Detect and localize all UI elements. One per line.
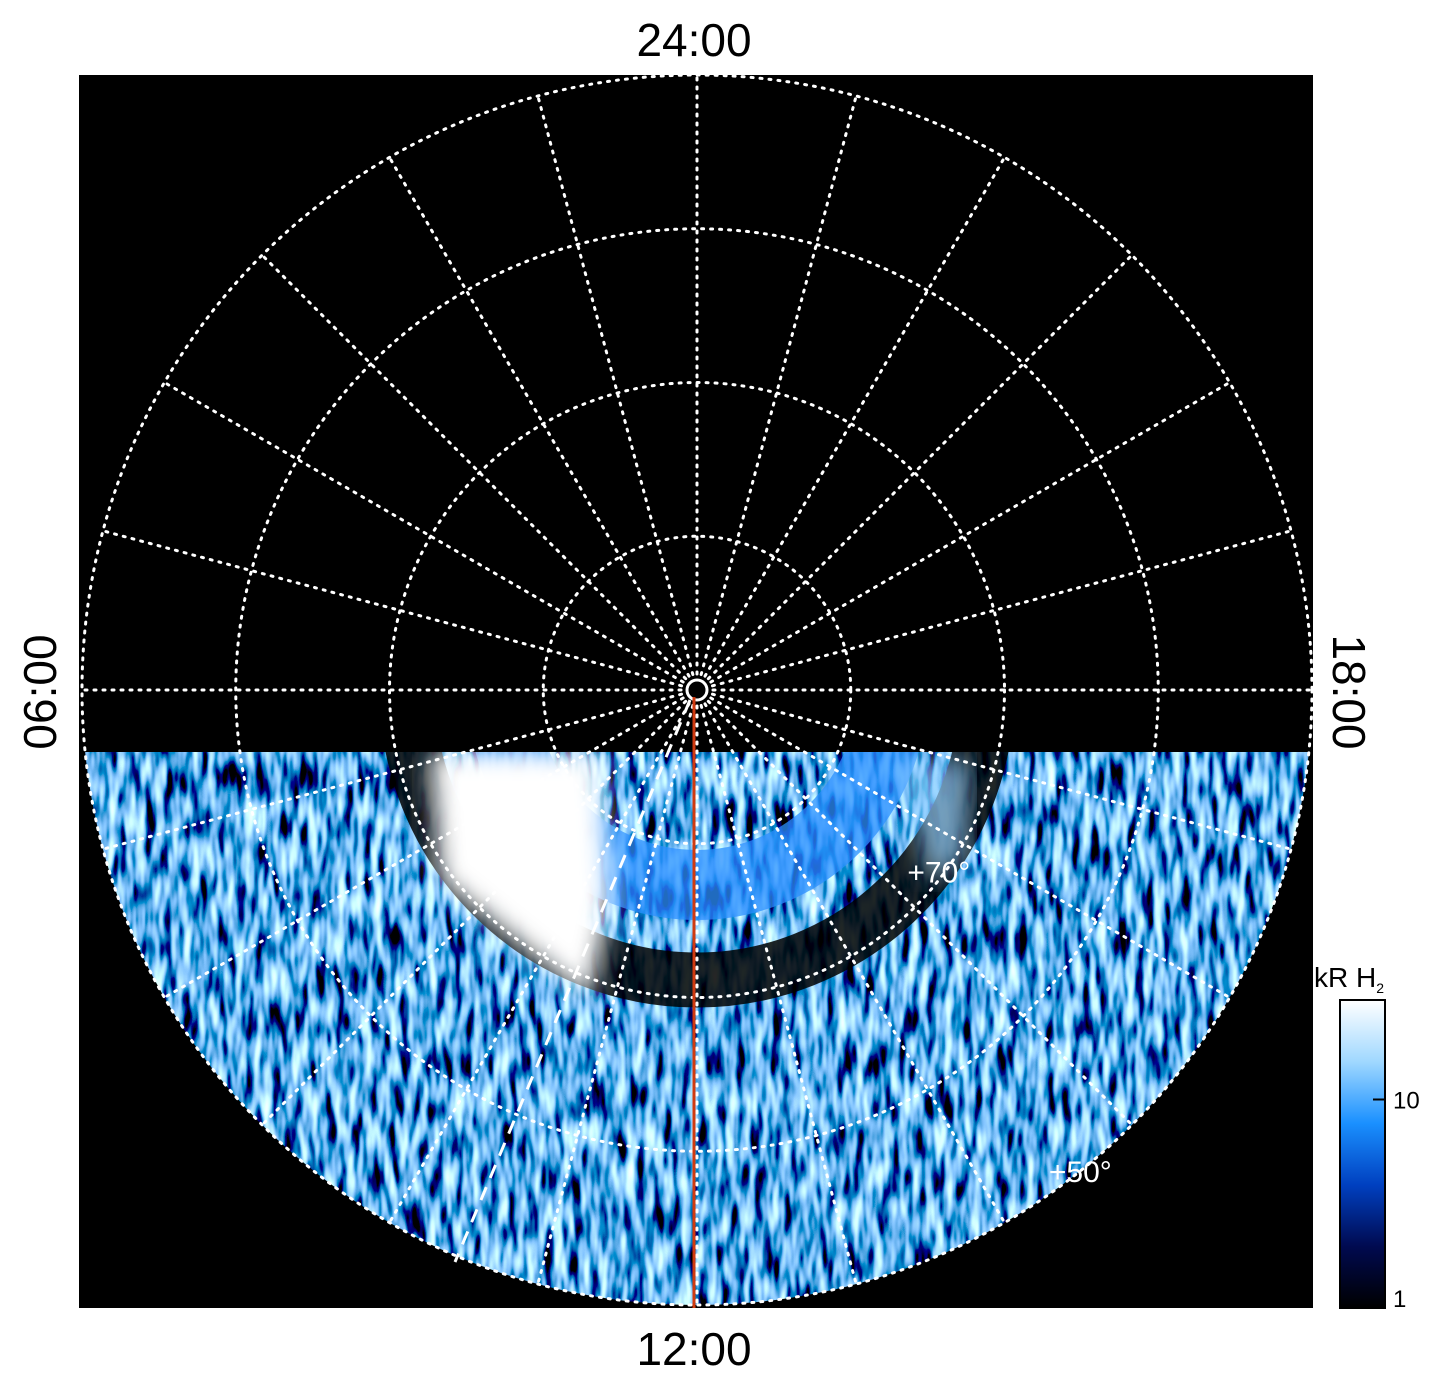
colorbar-tick-label: 10 (1393, 1087, 1420, 1114)
latitude-circle (234, 227, 1160, 1153)
meridian (536, 94, 695, 677)
colorbar-title-subscript: 2 (1376, 980, 1384, 996)
dark-ring (379, 752, 1015, 1008)
right-label: 18:00 (1323, 634, 1375, 749)
bottom-label: 12:00 (636, 1323, 751, 1375)
dashed-meridian (453, 699, 692, 1263)
meridian (101, 529, 684, 688)
meridian (706, 699, 1134, 1127)
meridian (709, 696, 1232, 999)
meridian (703, 702, 1006, 1225)
meridian (260, 253, 688, 681)
latitude-label: +70° (907, 856, 970, 889)
latitude-circle (80, 73, 1314, 1307)
meridian (388, 155, 691, 678)
grid (80, 73, 1314, 1307)
colorbar-tick-label: 1 (1393, 1286, 1406, 1313)
colorbar-ticks: 1 10 (1373, 1087, 1420, 1313)
meridian (703, 155, 1006, 678)
meridian (710, 692, 1293, 851)
colorbar (1339, 999, 1386, 1309)
meridian (162, 696, 685, 999)
meridian (699, 703, 858, 1286)
meridian (699, 94, 858, 677)
meridian (709, 381, 1232, 684)
colorbar-title: kR H2 (1314, 962, 1384, 996)
left-label: 06:00 (14, 634, 66, 749)
latitude-label: +50° (1049, 1156, 1112, 1189)
meridian (536, 703, 695, 1286)
meridian (706, 253, 1134, 681)
colorbar-title-main: kR H (1314, 962, 1376, 993)
meridian (101, 692, 684, 851)
meridian (710, 529, 1293, 688)
pole-marker (685, 678, 709, 702)
meridian (260, 699, 688, 1127)
top-label: 24:00 (636, 14, 751, 66)
meridian (388, 702, 691, 1225)
bright-patch (900, 760, 970, 880)
bright-spot (430, 752, 610, 1000)
meridian (162, 381, 685, 684)
